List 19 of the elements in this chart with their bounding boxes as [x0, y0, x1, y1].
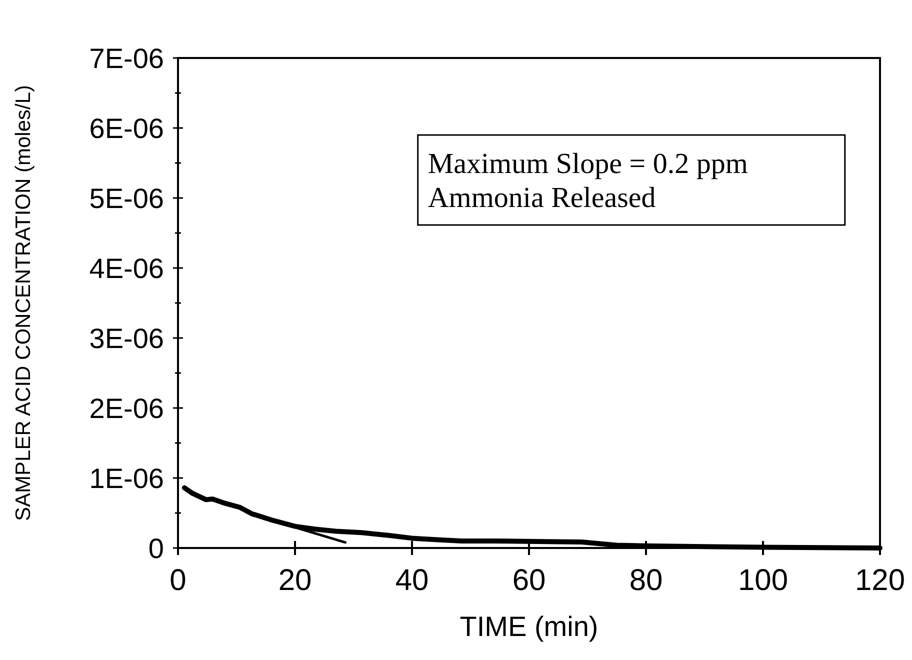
x-axis-title: TIME (min)	[460, 611, 598, 642]
y-tick-label: 2E-06	[89, 393, 164, 424]
x-tick-label: 20	[278, 564, 312, 597]
y-tick-label: 1E-06	[89, 463, 164, 494]
y-tick-label: 3E-06	[89, 323, 164, 354]
x-tick-label: 40	[395, 564, 429, 597]
y-tick-label: 4E-06	[89, 253, 164, 284]
x-tick-label: 80	[629, 564, 663, 597]
y-axis-title: SAMPLER ACID CONCENTRATION (moles/L)	[12, 84, 35, 522]
annotation: Ammonia Released	[428, 182, 656, 214]
y-tick-label: 7E-06	[89, 43, 164, 74]
x-tick-label: 120	[854, 564, 906, 597]
annotation: Maximum Slope = 0.2 ppm	[428, 148, 748, 180]
y-tick-label: 6E-06	[89, 113, 164, 144]
y-tick-label: 5E-06	[89, 183, 164, 214]
x-tick-label: 100	[738, 564, 788, 597]
x-tick-label: 0	[170, 564, 186, 597]
y-tick-label: 0	[148, 533, 164, 564]
x-tick-label: 60	[512, 564, 546, 597]
